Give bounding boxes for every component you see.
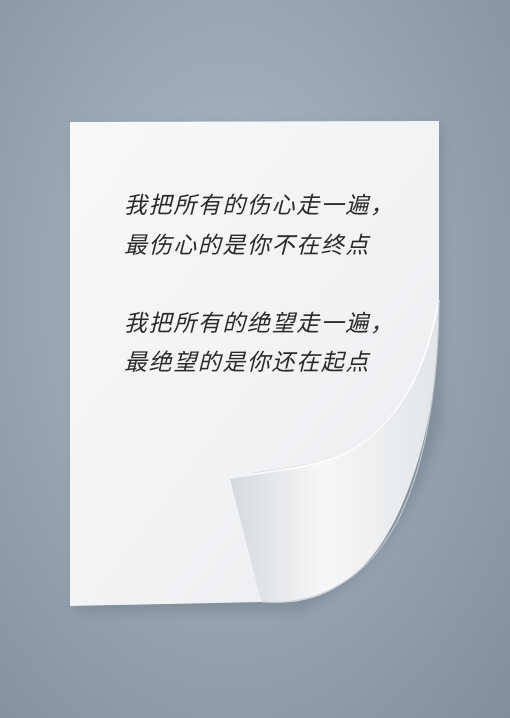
paper-curl (230, 300, 440, 603)
paper-sheet (70, 121, 439, 606)
curl-edge (261, 299, 440, 603)
fold-highlight (229, 299, 440, 479)
